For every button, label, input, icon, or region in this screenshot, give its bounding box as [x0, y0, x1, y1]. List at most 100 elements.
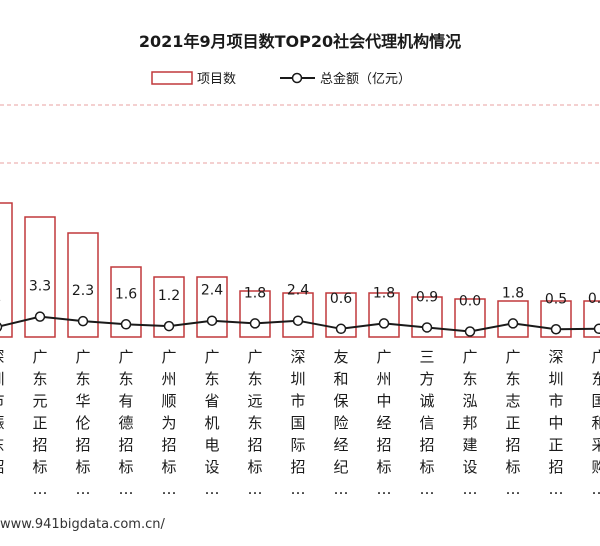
category-char: 泓 — [462, 392, 477, 410]
amount-point-10 — [423, 323, 432, 332]
category-char: … — [377, 480, 392, 498]
amount-point-4 — [165, 322, 174, 331]
category-char: 东 — [505, 370, 520, 388]
category-label-7: 深圳市国际招… — [290, 348, 305, 498]
bar-7 — [283, 293, 313, 337]
category-char: 正 — [32, 414, 47, 432]
category-char: 东 — [204, 370, 219, 388]
category-char: … — [592, 480, 600, 498]
category-char: 和 — [333, 370, 348, 388]
amount-label-4: 1.2 — [158, 288, 180, 304]
category-label-0: 深圳市振东招 — [0, 348, 5, 476]
category-char: 有 — [118, 392, 133, 410]
gridlines — [0, 105, 600, 163]
legend-bar-swatch — [152, 72, 192, 84]
category-char: … — [549, 480, 564, 498]
category-char: 振 — [0, 414, 5, 432]
category-char: 东 — [0, 436, 5, 454]
category-char: … — [291, 480, 306, 498]
category-char: 东 — [247, 414, 262, 432]
category-char: 建 — [462, 436, 477, 454]
category-char: 华 — [75, 392, 90, 410]
category-char: 招 — [290, 458, 305, 476]
amount-label-8: 0.6 — [330, 291, 352, 307]
category-char: 圳 — [548, 370, 563, 388]
amount-label-2: 2.3 — [72, 283, 94, 299]
category-char: … — [205, 480, 220, 498]
amount-point-6 — [251, 319, 260, 328]
category-char: 招 — [376, 436, 391, 454]
category-char: 顺 — [161, 392, 176, 410]
amount-point-11 — [466, 327, 475, 336]
amount-point-1 — [36, 312, 45, 321]
category-char: 广 — [204, 348, 219, 366]
category-char: 广 — [32, 348, 47, 366]
legend: 项目数 总金额（亿元） — [152, 71, 411, 87]
amount-label-9: 1.8 — [373, 285, 395, 301]
category-char: 广 — [75, 348, 90, 366]
category-char: 标 — [505, 458, 520, 476]
category-char: 市 — [548, 392, 563, 410]
category-char: 标 — [75, 458, 90, 476]
category-char: 州 — [161, 370, 176, 388]
category-char: 深 — [290, 348, 305, 366]
amount-label-11: 0.0 — [459, 294, 481, 310]
category-char: 为 — [161, 414, 176, 432]
footer-url: www.941bigdata.com.cn/ — [0, 517, 165, 532]
category-char: 和 — [591, 414, 600, 432]
category-label-12: 广东志正招标… — [505, 348, 520, 498]
amount-label-7: 2.4 — [287, 283, 309, 299]
amount-point-8 — [337, 324, 346, 333]
category-char: 东 — [247, 370, 262, 388]
category-char: 招 — [247, 436, 262, 454]
category-char: … — [334, 480, 349, 498]
category-char: 中 — [548, 414, 563, 432]
legend-label-bars: 项目数 — [197, 72, 236, 87]
category-char: 广 — [505, 348, 520, 366]
amount-point-12 — [509, 319, 518, 328]
category-char: 东 — [118, 370, 133, 388]
category-char: 标 — [161, 458, 176, 476]
amount-point-2 — [79, 317, 88, 326]
category-label-10: 三方诚信招标… — [419, 348, 434, 498]
category-char: 市 — [290, 392, 305, 410]
category-label-2: 广东华伦招标… — [75, 348, 90, 498]
category-char: 设 — [204, 458, 219, 476]
amount-point-3 — [122, 320, 131, 329]
category-char: 招 — [75, 436, 90, 454]
category-char: 东 — [75, 370, 90, 388]
category-char: 圳 — [290, 370, 305, 388]
category-char: 省 — [204, 392, 219, 410]
category-char: 圳 — [0, 370, 5, 388]
legend-line-marker — [293, 74, 302, 83]
amount-label-13: 0.5 — [545, 291, 567, 307]
amount-label-10: 0.9 — [416, 289, 438, 305]
category-char: 东 — [591, 370, 600, 388]
category-char: 广 — [591, 348, 600, 366]
category-char: 深 — [0, 348, 5, 366]
category-char: … — [420, 480, 435, 498]
amount-point-5 — [208, 316, 217, 325]
category-char: 邦 — [462, 414, 477, 432]
category-char: 招 — [118, 436, 133, 454]
category-char: 国 — [290, 414, 305, 432]
category-char: 机 — [204, 414, 219, 432]
category-char: 正 — [505, 414, 520, 432]
category-char: 三 — [419, 348, 434, 366]
category-char: 国 — [591, 392, 600, 410]
amount-label-1: 3.3 — [29, 279, 51, 295]
category-char: 纪 — [333, 458, 348, 476]
category-char: 标 — [247, 458, 262, 476]
category-char: 诚 — [419, 392, 434, 410]
amount-point-9 — [380, 319, 389, 328]
category-char: 深 — [548, 348, 563, 366]
amount-label-12: 1.8 — [502, 285, 524, 301]
category-char: 险 — [333, 414, 348, 432]
category-char: 保 — [333, 392, 348, 410]
category-char: 东 — [32, 370, 47, 388]
category-label-1: 广东元正招标… — [32, 348, 47, 498]
category-char: 伦 — [75, 414, 90, 432]
amount-label-6: 1.8 — [244, 285, 266, 301]
category-label-13: 深圳市中正招… — [548, 348, 563, 498]
category-char: 招 — [161, 436, 176, 454]
